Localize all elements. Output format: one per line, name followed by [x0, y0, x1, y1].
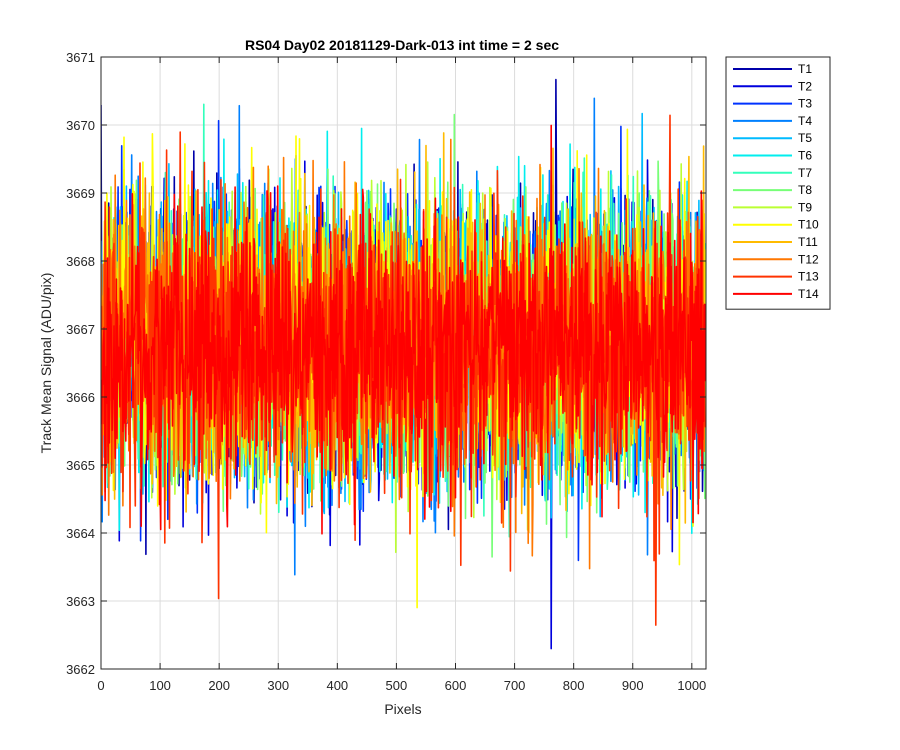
x-tick-label: 1000 — [677, 678, 706, 693]
legend-label: T10 — [798, 218, 819, 232]
legend-label: T11 — [798, 235, 818, 249]
legend-label: T7 — [798, 166, 812, 180]
legend-label: T4 — [798, 114, 812, 128]
legend-label: T9 — [798, 200, 812, 214]
x-tick-label: 600 — [445, 678, 467, 693]
y-tick-label: 3665 — [66, 458, 95, 473]
y-tick-label: 3663 — [66, 594, 95, 609]
x-tick-label: 100 — [149, 678, 171, 693]
x-tick-label: 700 — [504, 678, 526, 693]
legend-label: T2 — [798, 79, 812, 93]
legend: T1 T2 T3 T4 T5 T6 T7 T8 T9 T10 T11 T12 T13 T14 — [725, 56, 831, 310]
legend-box — [725, 56, 831, 310]
y-tick-label: 3666 — [66, 390, 95, 405]
legend-label: T3 — [798, 97, 812, 111]
x-tick-label: 200 — [208, 678, 230, 693]
legend-label: T5 — [798, 131, 812, 145]
y-tick-label: 3669 — [66, 186, 95, 201]
legend-label: T13 — [798, 270, 819, 284]
x-axis: 0 100 200 300 400 500 600 700 800 900 1000 — [97, 57, 706, 693]
x-tick-label: 500 — [386, 678, 408, 693]
y-tick-label: 3670 — [66, 118, 95, 133]
series-line-t14 — [101, 124, 706, 535]
x-axis-label: Pixels — [384, 701, 421, 717]
y-tick-label: 3662 — [66, 662, 95, 677]
y-axis-label: Track Mean Signal (ADU/pix) — [38, 273, 54, 454]
y-tick-label: 3664 — [66, 526, 95, 541]
x-tick-label: 300 — [267, 678, 289, 693]
legend-label: T12 — [798, 252, 819, 266]
x-tick-label: 900 — [622, 678, 644, 693]
legend-label: T6 — [798, 149, 812, 163]
chart-title: RS04 Day02 20181129-Dark-013 int time = … — [245, 37, 559, 53]
series-lines — [101, 78, 706, 650]
x-tick-label: 400 — [326, 678, 348, 693]
legend-label: T1 — [798, 62, 812, 76]
plot-frame — [100, 56, 707, 670]
y-tick-label: 3671 — [66, 50, 95, 65]
legend-label: T14 — [798, 287, 819, 301]
y-tick-label: 3667 — [66, 322, 95, 337]
legend-label: T8 — [798, 183, 812, 197]
y-tick-label: 3668 — [66, 254, 95, 269]
x-tick-label: 800 — [563, 678, 585, 693]
x-tick-label: 0 — [97, 678, 104, 693]
y-axis: 3662 3663 3664 3665 3666 3667 3668 3669 3670 3671 — [66, 50, 706, 677]
